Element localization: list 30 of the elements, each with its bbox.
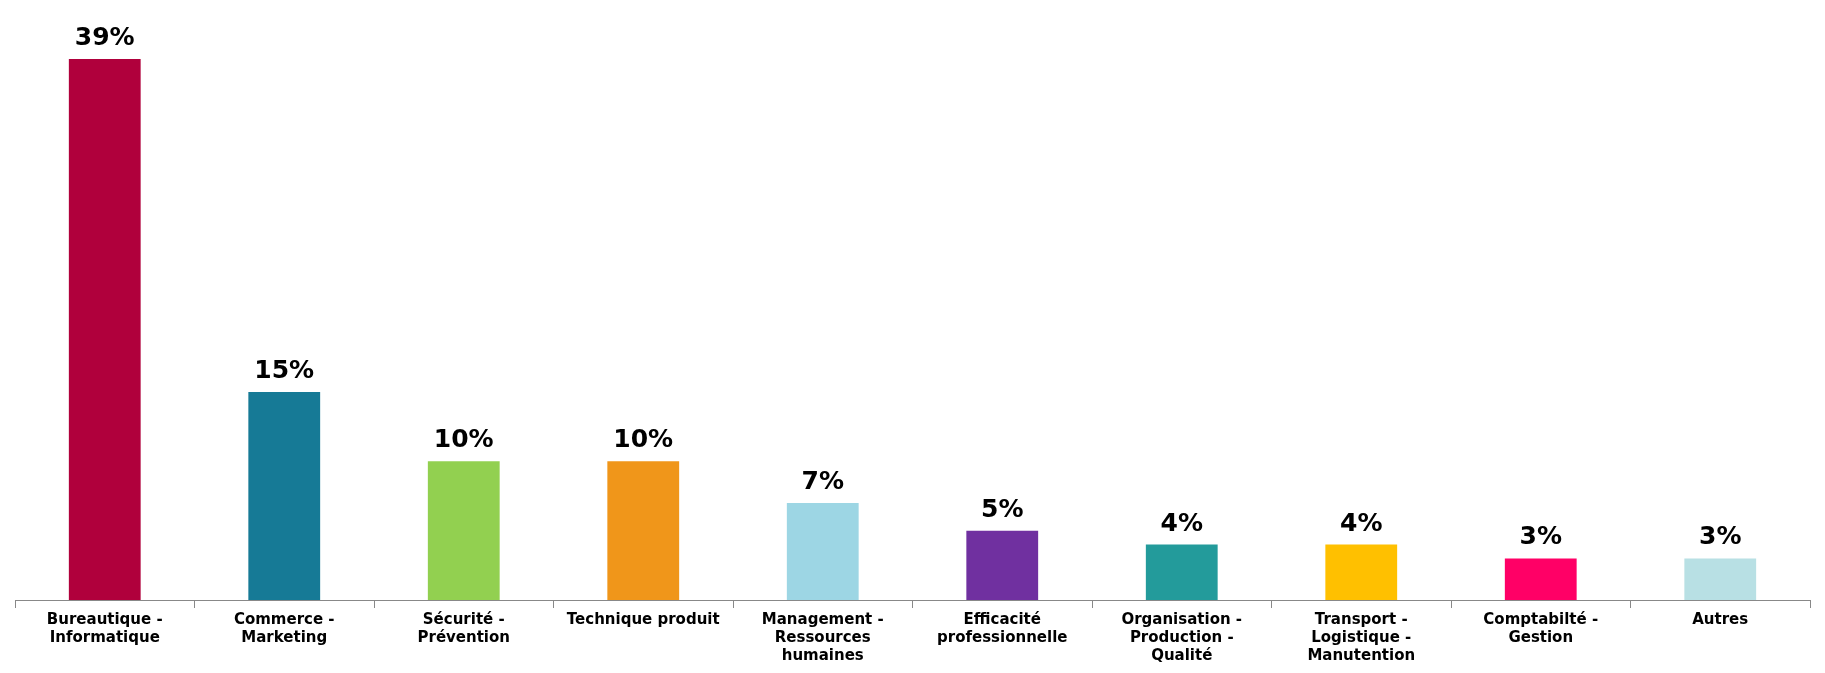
x-tick-label: Commerce - Marketing — [233, 609, 335, 646]
data-label: 10% — [613, 424, 674, 454]
x-tick-label: Efficacité professionnelle — [937, 609, 1068, 646]
data-label: 3% — [1699, 521, 1742, 551]
data-label: 15% — [254, 354, 315, 384]
x-tick-label: Technique produit — [566, 609, 720, 628]
data-label: 4% — [1340, 507, 1383, 537]
bar — [68, 58, 141, 600]
bar — [1504, 558, 1577, 600]
data-label: 39% — [74, 21, 135, 51]
x-tick-label: Organisation - Production - Qualité — [1121, 609, 1243, 664]
bar — [248, 391, 321, 600]
x-tick-label: Sécurité - Prévention — [417, 609, 510, 646]
data-label: 3% — [1519, 521, 1562, 551]
data-label: 7% — [801, 465, 844, 495]
x-tick-label: Management - Ressources humaines — [761, 609, 884, 664]
x-tick-label: Comptabilté - Gestion — [1483, 609, 1599, 646]
bar — [786, 502, 859, 600]
bar — [1145, 544, 1218, 600]
data-label: 10% — [433, 424, 494, 454]
bar — [427, 461, 500, 600]
data-label: 5% — [981, 493, 1024, 523]
bar — [1325, 544, 1398, 600]
x-tick-label: Transport - Logistique - Manutention — [1307, 609, 1416, 664]
bar — [1684, 558, 1757, 600]
bar — [607, 461, 680, 600]
bar — [966, 530, 1039, 600]
x-tick-label: Bureautique - Informatique — [46, 609, 163, 646]
x-tick-label: Autres — [1692, 609, 1749, 628]
data-label: 4% — [1160, 507, 1203, 537]
